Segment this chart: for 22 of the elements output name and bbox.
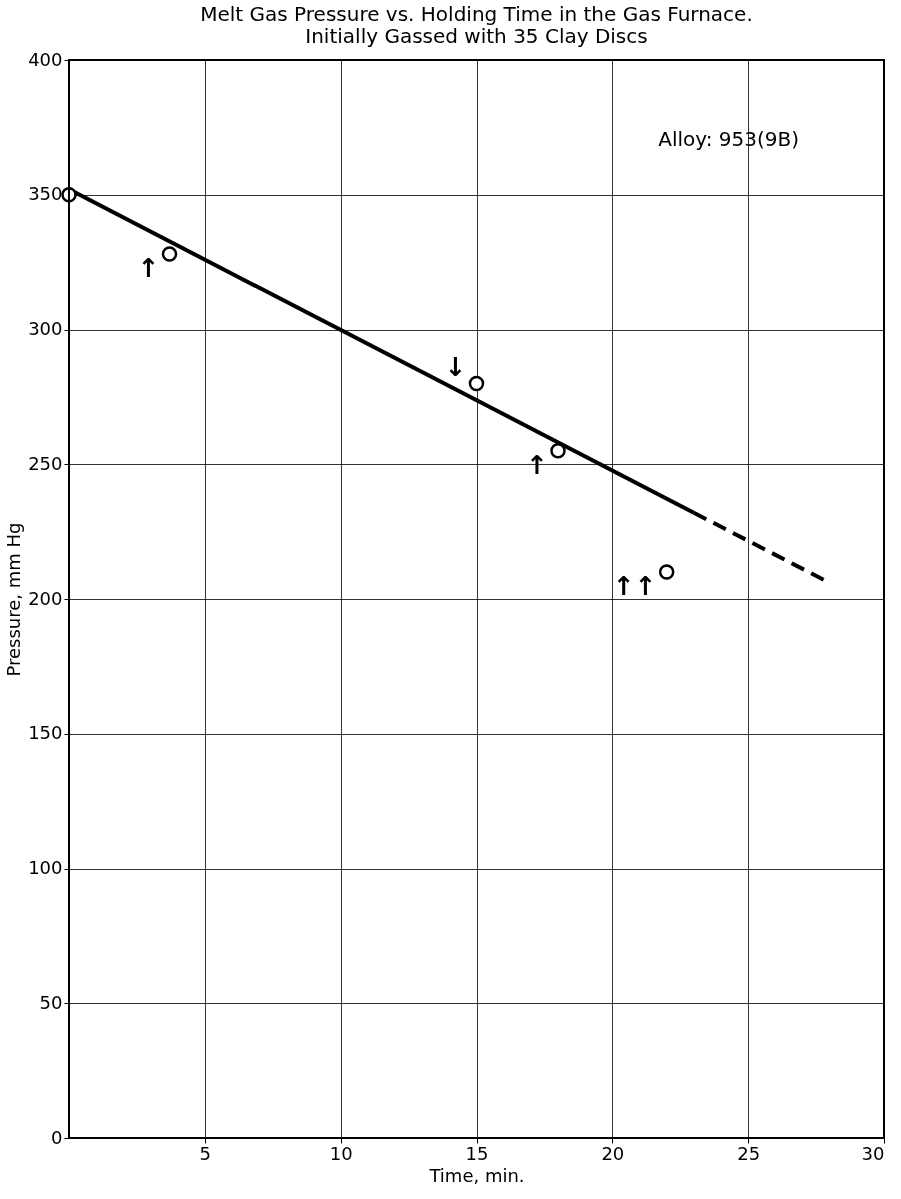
text: Initially Gassed with 35 Clay Discs [305,24,648,48]
annotation: ↑↑ [613,571,657,602]
y-tick-label: 100 [28,857,63,878]
y-tick-label: 50 [39,991,63,1013]
x-tick-label: 10 [329,1142,353,1164]
y-tick-label: 400 [28,48,63,70]
text: Melt Gas Pressure vs. Holding Time in the Gas Furnace. [200,2,753,26]
y-tick-label: 200 [28,587,63,609]
x-tick-label: 15 [465,1142,489,1164]
x-tick-label: 30 [861,1142,885,1164]
x-tick-label: 5 [199,1142,212,1164]
annotation: ↑ [137,253,160,284]
y-axis-title: Pressure, mm Hg [3,522,25,677]
y-tick-label: 350 [28,183,63,205]
y-tick-label: 250 [28,452,63,474]
x-tick-label: 25 [737,1142,761,1164]
x-axis-title: Time, min. [428,1164,525,1186]
y-tick-label: 300 [28,318,63,339]
y-tick-label: 0 [51,1126,63,1148]
annotation: ↓ [444,352,467,383]
y-tick-label: 150 [28,722,63,744]
x-tick-label: 20 [601,1142,625,1164]
